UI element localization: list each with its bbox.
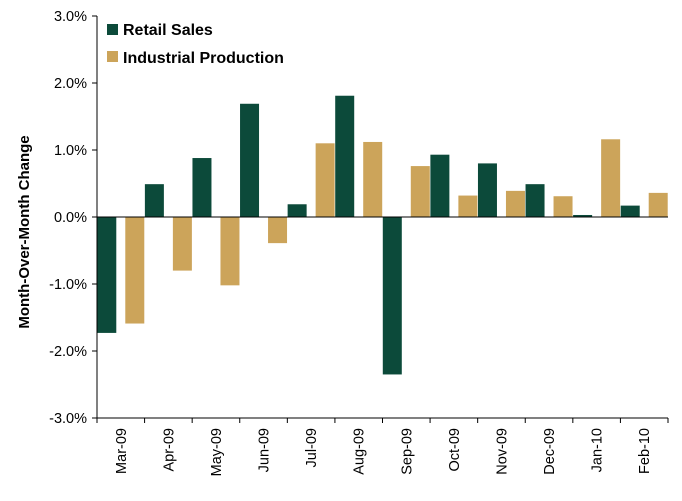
bar-industrial-production (268, 217, 288, 244)
bar-retail-sales (382, 217, 402, 375)
bar-industrial-production (410, 166, 430, 217)
bar-industrial-production (458, 195, 478, 217)
bar-retail-sales (240, 103, 260, 217)
axes-group (96, 16, 668, 419)
x-category-label: Mar-09 (114, 428, 130, 474)
bar-retail-sales (335, 95, 355, 217)
y-ticks-group: -3.0% -2.0% -1.0% 0.0% 1.0% 2.0% 3.0% (49, 9, 97, 427)
y-tick-label: 3.0% (54, 9, 87, 25)
y-tick-label: 0.0% (54, 210, 87, 226)
bar-industrial-production (505, 190, 525, 217)
bar-industrial-production (553, 196, 573, 217)
bar-retail-sales (287, 204, 307, 217)
legend: Retail Sales Industrial Production (107, 22, 284, 67)
legend-label-retail-sales: Retail Sales (123, 22, 213, 39)
bar-retail-sales (430, 154, 450, 217)
bar-industrial-production (220, 217, 240, 286)
x-category-label: Oct-09 (447, 428, 463, 472)
y-tick-label: 1.0% (54, 143, 87, 159)
bar-industrial-production (363, 141, 383, 217)
y-tick-label: -2.0% (49, 344, 87, 360)
bar-retail-sales (525, 184, 545, 217)
legend-swatch-retail-sales (107, 24, 118, 35)
bar-industrial-production (648, 192, 668, 217)
x-category-label: Jun-09 (257, 428, 273, 472)
x-category-label: May-09 (209, 428, 225, 476)
x-labels-group: Mar-09 Apr-09 May-09 Jun-09 Jul-09 Aug-09 Sep-… (96, 418, 669, 476)
bar-industrial-production (315, 143, 335, 217)
x-category-label: Sep-09 (399, 428, 415, 475)
y-tick-label: -1.0% (49, 277, 87, 293)
x-category-label: Jan-10 (590, 428, 606, 472)
legend-swatch-industrial-production (107, 51, 118, 62)
y-tick-label: -3.0% (49, 411, 87, 427)
bar-retail-sales (620, 205, 640, 217)
bars-group (97, 95, 668, 375)
x-category-label: Aug-09 (352, 428, 368, 475)
bar-retail-sales (477, 163, 497, 217)
x-category-label: Dec-09 (542, 428, 558, 475)
bar-retail-sales (573, 214, 593, 217)
bar-industrial-production (601, 139, 621, 217)
x-category-label: Nov-09 (494, 428, 510, 475)
y-axis-title: Month-Over-Month Change (16, 135, 33, 328)
legend-label-industrial-production: Industrial Production (123, 50, 284, 67)
x-category-label: Apr-09 (161, 428, 177, 472)
bar-industrial-production (172, 217, 192, 271)
x-category-label: Jul-09 (304, 428, 320, 468)
y-tick-label: 2.0% (54, 76, 87, 92)
x-category-label: Feb-10 (637, 428, 653, 474)
bar-industrial-production (125, 217, 145, 324)
bar-retail-sales (144, 184, 164, 217)
bar-retail-sales (192, 158, 212, 217)
bar-retail-sales (97, 217, 117, 333)
